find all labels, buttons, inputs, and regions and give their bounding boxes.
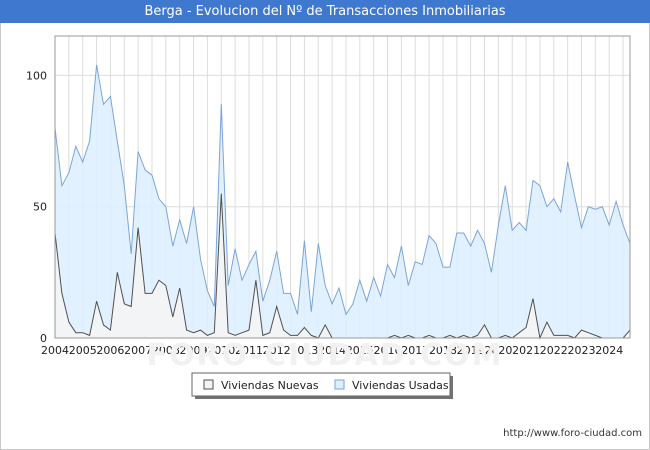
chart-title: Berga - Evolucion del Nº de Transaccione…: [0, 0, 650, 23]
source-credit: http://www.foro-ciudad.com: [503, 428, 642, 439]
legend-label-nuevas: Viviendas Nuevas: [221, 379, 319, 392]
series-usadas-line: [54, 64, 631, 316]
x-tick-label: 2020: [484, 344, 512, 357]
series-nuevas-area: [55, 193, 630, 338]
x-tick-label: 2004: [41, 344, 69, 357]
x-tick-label: 2007: [124, 344, 152, 357]
y-tick-label: 0: [40, 332, 47, 345]
x-tick-label: 2011: [235, 344, 263, 357]
x-tick-label: 2015: [346, 344, 374, 357]
legend: Viviendas Nuevas Viviendas Usadas: [191, 372, 453, 399]
x-tick-label: 2019: [457, 344, 485, 357]
x-tick-label: 2018: [429, 344, 457, 357]
x-tick-label: 2006: [96, 344, 124, 357]
x-tick-label: 2021: [512, 344, 540, 357]
x-tick-label: 2008: [152, 344, 180, 357]
x-tick-label: 2013: [290, 344, 318, 357]
x-tick-label: 2009: [180, 344, 208, 357]
x-tick-label: 2023: [568, 344, 596, 357]
y-tick-label: 50: [33, 201, 47, 214]
x-tick-label: 2014: [318, 344, 346, 357]
x-tick-label: 2010: [207, 344, 235, 357]
series-layer: [54, 64, 631, 340]
legend-swatch-nuevas: [203, 379, 214, 390]
x-tick-label: 2024: [595, 344, 623, 357]
x-tick-label: 2017: [401, 344, 429, 357]
x-tick-label: 2022: [540, 344, 568, 357]
plot-border: [54, 35, 631, 339]
watermark: FORO-CIUDAD.COM: [146, 338, 504, 373]
legend-swatch-usadas: [334, 379, 345, 390]
x-tick-label: 2005: [69, 344, 97, 357]
x-tick-label: 2016: [374, 344, 402, 357]
legend-label-usadas: Viviendas Usadas: [352, 379, 449, 392]
legend-box: [191, 372, 451, 397]
x-tick-label: 2012: [263, 344, 291, 357]
y-tick-label: 100: [26, 69, 47, 82]
series-usadas-area: [55, 64, 630, 339]
